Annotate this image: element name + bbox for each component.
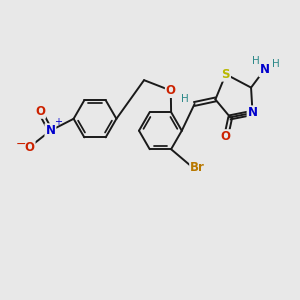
Text: O: O — [25, 140, 34, 154]
Text: +: + — [54, 117, 62, 128]
Text: N: N — [248, 106, 257, 119]
Text: N: N — [45, 124, 56, 137]
Text: H: H — [272, 59, 280, 69]
Text: H: H — [252, 56, 260, 66]
Text: N: N — [260, 63, 269, 76]
Text: Br: Br — [190, 161, 205, 174]
Text: O: O — [166, 84, 176, 97]
Text: −: − — [16, 138, 27, 151]
Text: O: O — [35, 105, 45, 118]
Text: S: S — [221, 68, 230, 81]
Text: H: H — [181, 94, 189, 103]
Text: O: O — [221, 130, 231, 143]
